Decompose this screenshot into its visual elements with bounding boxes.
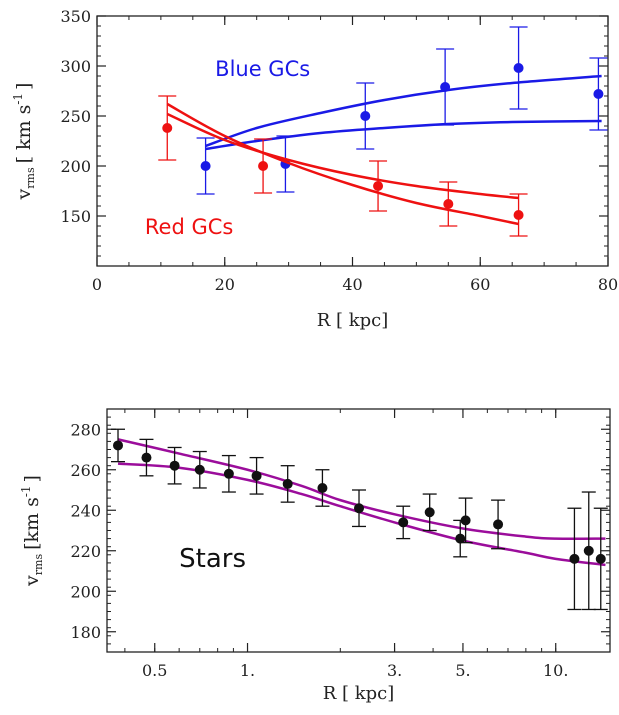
y-tick-label: 250: [60, 107, 91, 126]
x-tick-label: 20: [215, 275, 235, 294]
y-axis-label: vrms [km s-1]: [19, 475, 45, 587]
data-point: [455, 533, 466, 544]
model-curve: [117, 438, 606, 540]
y-axis-label-subscript: rms: [32, 554, 45, 576]
y-axis-label-symbol: v: [21, 575, 43, 587]
data-point: [583, 545, 594, 556]
model-curve: [117, 462, 606, 567]
y-tick-label: 150: [60, 207, 91, 226]
y-tick-label: 300: [60, 57, 91, 76]
y-axis-label-unit: [km s: [21, 497, 43, 550]
y-tick-label: 280: [70, 420, 101, 439]
x-tick-label: 1.: [240, 661, 255, 680]
data-point: [169, 460, 180, 471]
y-tick-label: 180: [70, 623, 101, 642]
y-axis-label-subscript: rms: [24, 167, 37, 189]
chart-top-gc-velocity: 0 20 40 60 80 150 200 250 300 350 R [ kpc] vrms [ km…: [11, 7, 618, 331]
data-point: [162, 123, 173, 133]
x-tick-label: 5.: [455, 661, 470, 680]
y-axis-label-close: ]: [21, 475, 43, 482]
model-curve: [205, 119, 602, 151]
annotation-label: Red GCs: [145, 215, 233, 239]
model-curve: [205, 74, 602, 148]
y-axis-label-close: ]: [13, 83, 35, 90]
x-tick-label: 0: [92, 275, 102, 294]
x-axis-label: R [ kpc]: [317, 310, 389, 331]
data-point: [513, 210, 524, 220]
data-point: [593, 89, 604, 99]
data-point: [194, 464, 205, 475]
data-point: [440, 82, 451, 92]
data-point: [223, 468, 234, 479]
data-point: [360, 111, 371, 121]
y-axis-label-exponent: -1: [11, 93, 25, 105]
x-tick-label: 0.5: [142, 661, 167, 680]
data-point: [317, 482, 328, 493]
x-tick-label: 40: [342, 275, 362, 294]
data-point: [443, 199, 454, 209]
annotation-label: Stars: [179, 544, 246, 574]
annotation-label: Blue GCs: [215, 57, 310, 81]
x-axis-label: R [ kpc]: [323, 683, 395, 704]
model-curve: [166, 102, 519, 226]
data-point: [373, 181, 384, 191]
data-point: [493, 519, 504, 530]
y-tick-label: 350: [60, 7, 91, 26]
x-tick-label: 3.: [387, 661, 402, 680]
y-tick-label: 260: [70, 461, 101, 480]
plot-frame: [106, 408, 611, 653]
data-point: [569, 553, 580, 564]
data-point: [258, 161, 269, 171]
data-point: [113, 440, 124, 451]
data-point: [513, 63, 524, 73]
data-point: [354, 503, 365, 514]
x-tick-label: 80: [598, 275, 618, 294]
y-axis-label-exponent: -1: [19, 485, 33, 497]
data-point: [282, 478, 293, 489]
y-tick-label: 200: [70, 582, 101, 601]
model-curve: [166, 112, 519, 200]
data-point: [398, 517, 409, 528]
x-tick-label: 60: [470, 275, 490, 294]
data-point: [424, 507, 435, 518]
y-tick-label: 200: [60, 157, 91, 176]
chart-bottom-stars-velocity: 0.5 1. 3. 5. 10. 180 200 220 240 260 280 R [ kpc] vr…: [19, 408, 611, 704]
y-axis-label-symbol: v: [13, 188, 35, 200]
data-point: [200, 161, 211, 171]
y-tick-label: 240: [70, 501, 101, 520]
data-point: [595, 553, 606, 564]
x-tick-label: 10.: [543, 661, 568, 680]
y-tick-label: 220: [70, 542, 101, 561]
y-axis-label: vrms [ km s-1]: [11, 83, 37, 201]
data-point: [460, 515, 471, 526]
data-point: [141, 452, 152, 463]
y-axis-label-unit: [ km s: [13, 105, 35, 164]
data-point: [251, 470, 262, 481]
